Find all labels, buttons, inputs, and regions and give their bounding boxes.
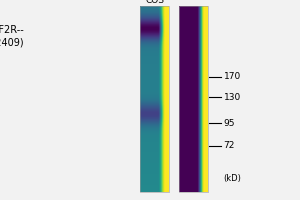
Bar xyxy=(179,6,208,192)
Text: 95: 95 xyxy=(224,119,235,128)
Text: 170: 170 xyxy=(224,72,241,81)
Text: IGF2R--: IGF2R-- xyxy=(0,25,24,35)
Text: 72: 72 xyxy=(224,141,235,150)
Text: 130: 130 xyxy=(224,93,241,102)
Text: (pSer2409): (pSer2409) xyxy=(0,38,24,48)
Text: COS: COS xyxy=(145,0,164,5)
Text: (kD): (kD) xyxy=(224,174,242,183)
Bar xyxy=(140,6,169,192)
